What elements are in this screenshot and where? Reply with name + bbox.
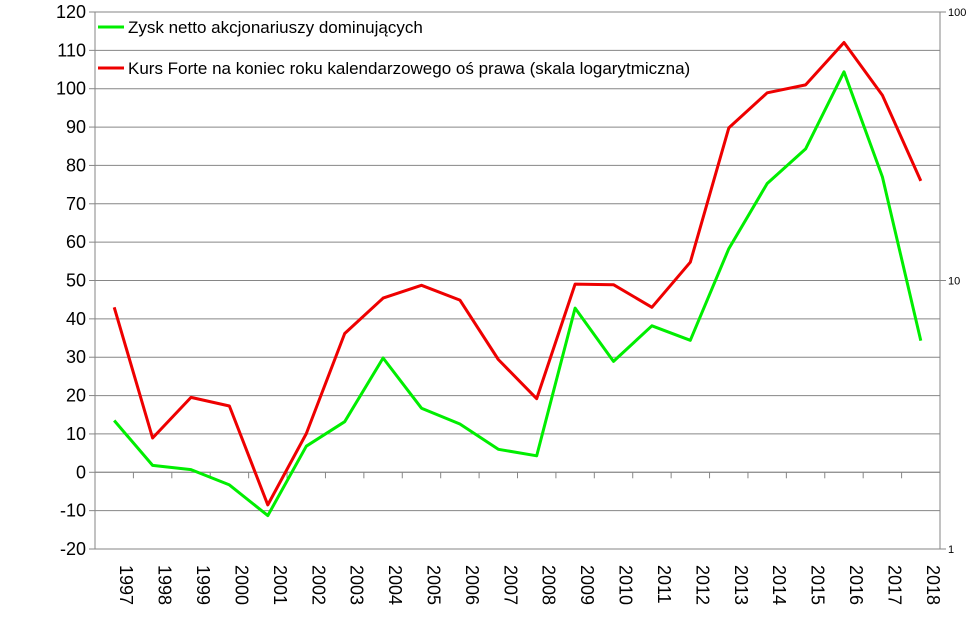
left-tick-label: 100 — [56, 79, 86, 99]
x-tick-label: 2014 — [769, 565, 789, 605]
x-tick-label: 2016 — [846, 565, 866, 605]
left-tick-label: 30 — [66, 347, 86, 367]
legend: Zysk netto akcjonariuszy dominujących Ku… — [98, 18, 690, 78]
right-axis-ticks: 1 10 100 — [948, 7, 966, 556]
right-tick-label: 1 — [948, 544, 954, 556]
left-tick-label: 10 — [66, 424, 86, 444]
x-axis-ticks: 1997 1998 1999 2000 2001 2002 2003 2004 2005 2006… — [116, 565, 943, 605]
left-tick-label: 80 — [66, 155, 86, 175]
left-tick-label: 50 — [66, 271, 86, 291]
x-tick-label: 2006 — [462, 565, 482, 605]
x-tick-label: 2017 — [884, 565, 904, 605]
x-tick-label: 2007 — [500, 565, 520, 605]
left-tick-label: 40 — [66, 309, 86, 329]
x-tick-label: 2009 — [577, 565, 597, 605]
right-tick-label: 10 — [948, 276, 960, 288]
x-tick-label: 2012 — [692, 565, 712, 605]
x-tick-label: 2010 — [616, 565, 636, 605]
x-tick-label: 2013 — [731, 565, 751, 605]
x-tick-label: 2002 — [308, 565, 328, 605]
x-tick-label: 2015 — [808, 565, 828, 605]
left-tick-label: -10 — [60, 501, 86, 521]
left-tick-label: 90 — [66, 117, 86, 137]
x-tick-label: 2004 — [385, 565, 405, 605]
left-tick-label: 60 — [66, 232, 86, 252]
x-tick-label: 1998 — [155, 565, 175, 605]
x-tick-label: 2003 — [347, 565, 367, 605]
x-tick-label: 1999 — [193, 565, 213, 605]
x-tick-label: 1997 — [116, 565, 136, 605]
x-tick-label: 2005 — [423, 565, 443, 605]
left-tick-label: -20 — [60, 539, 86, 559]
legend-label-kurs: Kurs Forte na koniec roku kalendarzowego… — [128, 59, 690, 78]
axes — [89, 11, 946, 550]
left-tick-label: 120 — [56, 2, 86, 22]
left-tick-label: 70 — [66, 194, 86, 214]
series-lines — [112, 41, 923, 518]
x-tick-label: 2008 — [539, 565, 559, 605]
series-line-zysk — [113, 70, 923, 518]
legend-label-zysk: Zysk netto akcjonariuszy dominujących — [128, 18, 423, 37]
series-line-kurs — [112, 41, 923, 507]
x-tick-label: 2000 — [231, 565, 251, 605]
x-tick-label: 2001 — [270, 565, 290, 605]
left-tick-label: 110 — [57, 40, 86, 60]
x-tick-label: 2011 — [654, 565, 674, 604]
x-tick-label: 2018 — [923, 565, 943, 605]
right-tick-label: 100 — [948, 7, 966, 19]
left-tick-label: 0 — [76, 462, 86, 482]
left-tick-label: 20 — [66, 386, 86, 406]
left-axis-ticks: -20 -10 0 10 20 30 40 50 60 70 80 90 100 110 120 — [56, 2, 86, 559]
